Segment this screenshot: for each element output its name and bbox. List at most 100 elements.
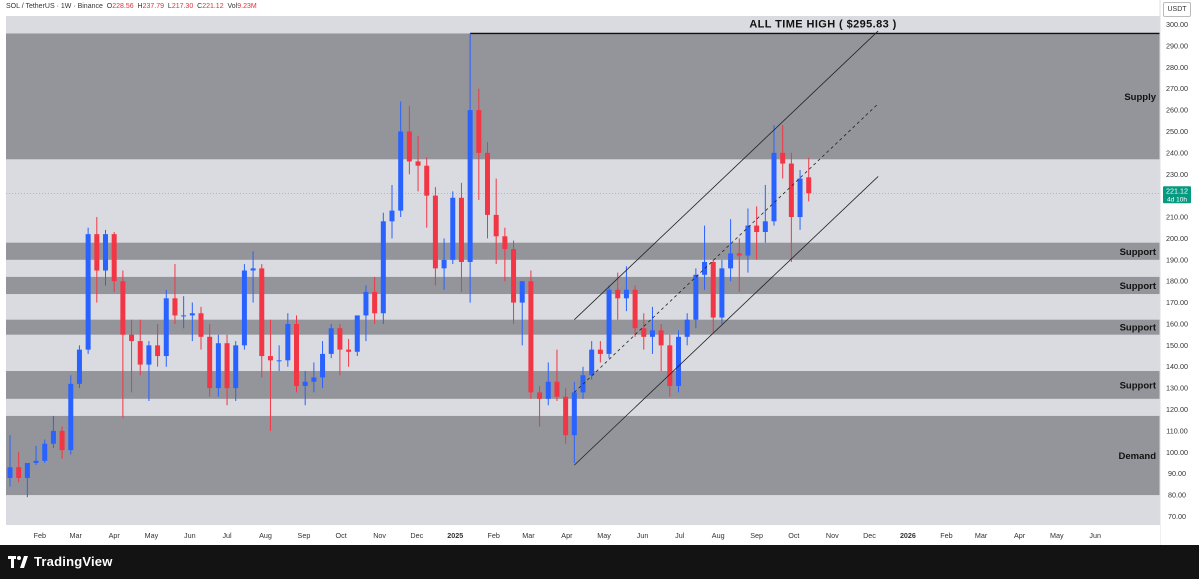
candle-body — [189, 313, 195, 316]
price-tick-label: 270.00 — [1166, 84, 1188, 93]
price-tick-label: 80.00 — [1168, 491, 1186, 500]
symbol-header: SOL / TetherUS · 1W · Binance O228.56 H2… — [6, 3, 257, 10]
candle-body — [589, 349, 595, 376]
time-tick-label: Oct — [336, 531, 347, 540]
candle-body — [146, 345, 152, 365]
bar-countdown: 4d 10h — [1167, 196, 1187, 203]
price-tick-label: 200.00 — [1166, 234, 1188, 243]
time-tick-label: Mar — [975, 531, 988, 540]
time-tick-label: Jul — [222, 531, 232, 540]
time-tick-label: Apr — [561, 531, 573, 540]
time-tick-label: Jun — [637, 531, 649, 540]
candle-body — [233, 345, 239, 389]
time-tick-label: Jul — [675, 531, 685, 540]
candle-body — [7, 467, 13, 478]
candle-body — [667, 345, 673, 386]
candle-body — [354, 315, 360, 352]
high-label: H — [137, 3, 143, 10]
time-tick-label: 2025 — [447, 531, 463, 540]
candle-body — [493, 214, 499, 237]
currency-badge[interactable]: USDT — [1163, 2, 1191, 17]
time-tick-label: Mar — [70, 531, 83, 540]
price-tick-label: 240.00 — [1166, 148, 1188, 157]
candle-body — [363, 291, 369, 316]
time-tick-label: Dec — [410, 531, 423, 540]
time-tick-label: Sep — [298, 531, 311, 540]
ath-label: ALL TIME HIGH ( $295.83 ) — [749, 18, 896, 30]
candle-body — [771, 152, 777, 222]
candle-body — [537, 392, 543, 399]
time-tick-label: May — [145, 531, 159, 540]
time-tick-label: Dec — [863, 531, 876, 540]
footer-bar: TradingView — [0, 545, 1199, 579]
candle-body — [68, 383, 74, 451]
time-tick-label: Feb — [34, 531, 46, 540]
candle-body — [719, 268, 725, 318]
candle-body — [606, 289, 612, 354]
candle-body — [198, 313, 204, 337]
price-tick-label: 290.00 — [1166, 41, 1188, 50]
time-tick-label: Mar — [522, 531, 535, 540]
candle-body — [224, 343, 230, 389]
candle-body — [554, 381, 560, 397]
candle-body — [328, 328, 334, 354]
price-axis — [1160, 0, 1199, 545]
high-value: 237.79 — [142, 3, 165, 10]
price-tick-label: 260.00 — [1166, 106, 1188, 115]
channel-midline — [574, 103, 879, 393]
candle-body — [181, 315, 187, 317]
time-tick-label: Sep — [750, 531, 763, 540]
time-axis — [0, 525, 1160, 545]
time-tick-label: Jun — [184, 531, 196, 540]
candle-body — [623, 289, 629, 299]
candle-body — [693, 274, 699, 320]
price-tick-label: 300.00 — [1166, 20, 1188, 29]
candle-body — [615, 289, 621, 299]
candle-body — [163, 298, 169, 357]
candle-body — [745, 225, 751, 256]
last-price-badge — [1163, 186, 1191, 204]
price-tick-label: 210.00 — [1166, 213, 1188, 222]
candle-body — [120, 281, 126, 335]
candle-body — [476, 110, 482, 153]
candle-body — [346, 349, 352, 352]
candle-body — [502, 236, 508, 250]
time-tick-label: Aug — [712, 531, 725, 540]
candle-body — [780, 152, 786, 164]
price-tick-label: 70.00 — [1168, 512, 1186, 521]
candle-body — [129, 334, 135, 342]
price-tick-label: 140.00 — [1166, 362, 1188, 371]
time-tick-label: Aug — [259, 531, 272, 540]
zone-support — [6, 242, 1160, 260]
candle-body — [676, 336, 681, 386]
last-price-value: 221.12 — [1166, 186, 1188, 195]
candle-body — [42, 443, 48, 461]
zone-label-demand: Demand — [1119, 451, 1157, 462]
candle-body — [762, 221, 768, 233]
candle-body — [94, 234, 100, 271]
price-tick-label: 230.00 — [1166, 170, 1188, 179]
time-tick-label: Nov — [826, 531, 839, 540]
candle-body — [103, 234, 108, 271]
candle-body — [389, 210, 395, 222]
price-tick-label: 100.00 — [1166, 448, 1188, 457]
candle-body — [267, 356, 273, 361]
candle-body — [658, 330, 664, 346]
price-tick-label: 180.00 — [1166, 277, 1188, 286]
price-tick-label: 150.00 — [1166, 341, 1188, 350]
candle-body — [111, 234, 117, 282]
candle-body — [398, 131, 404, 211]
zone-label-support: Support — [1120, 281, 1157, 292]
tradingview-logo[interactable]: TradingView — [8, 554, 113, 569]
candle-body — [380, 221, 386, 314]
candle-body — [33, 460, 39, 463]
candle-body — [207, 336, 213, 389]
candle-body — [76, 349, 82, 384]
channel-line — [574, 176, 879, 466]
time-tick-label: Apr — [109, 531, 121, 540]
candle-body — [571, 392, 577, 436]
zone-supply — [6, 33, 1160, 160]
zone-label-support: Support — [1120, 247, 1157, 258]
